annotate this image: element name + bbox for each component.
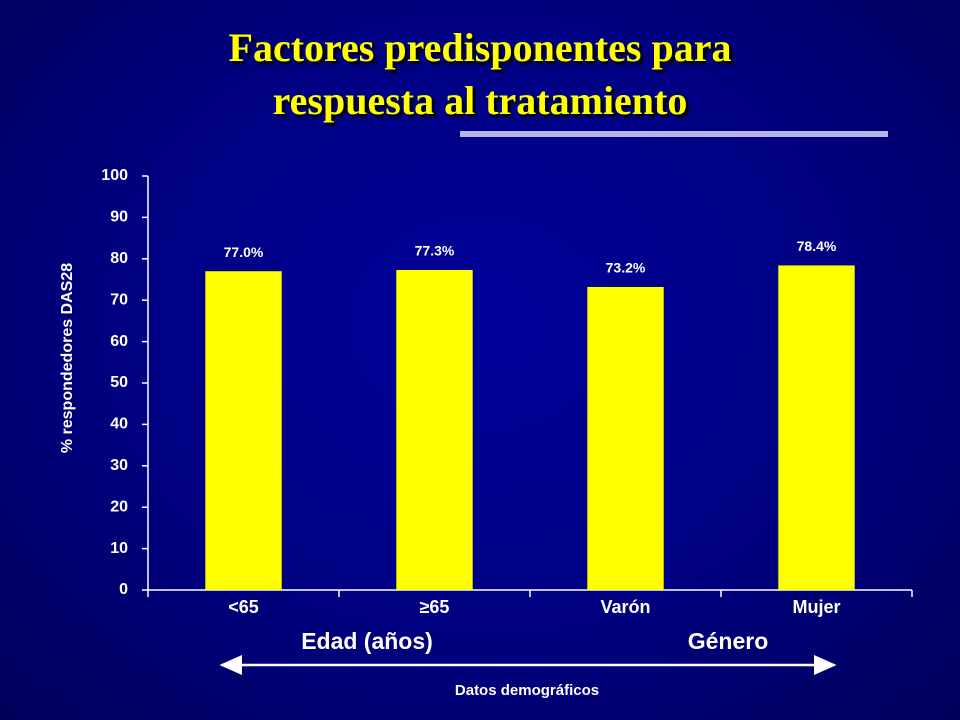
bar (205, 271, 282, 590)
group-label: Edad (años) (301, 628, 433, 654)
y-tick-label: 90 (110, 209, 128, 226)
title-underline (460, 131, 888, 137)
x-tick-label: Mujer (792, 597, 840, 617)
bar (778, 265, 855, 590)
y-tick-label: 0 (119, 581, 128, 598)
x-tick-label: <65 (228, 597, 259, 617)
bar (396, 269, 473, 590)
bar (587, 286, 664, 590)
x-tick-label: Varón (600, 597, 650, 617)
y-tick-label: 40 (110, 416, 128, 433)
value-label: 73.2% (606, 260, 646, 276)
y-tick-label: 100 (101, 167, 128, 184)
chart-title: respuesta al tratamiento (273, 78, 688, 123)
y-axis-label: % respondedores DAS28 (59, 263, 76, 453)
value-label: 77.3% (415, 243, 455, 259)
y-tick-label: 50 (110, 374, 128, 391)
value-label: 78.4% (797, 238, 837, 254)
y-tick-label: 30 (110, 457, 128, 474)
y-tick-label: 10 (110, 540, 128, 557)
y-tick-label: 80 (110, 250, 128, 267)
chart-title: Factores predisponentes para (229, 25, 732, 70)
y-tick-label: 20 (110, 498, 128, 515)
value-label: 77.0% (224, 244, 264, 260)
y-tick-label: 70 (110, 291, 128, 308)
x-tick-label: ≥65 (420, 597, 450, 617)
annotation: Datos demográficos (455, 682, 599, 699)
y-tick-label: 60 (110, 333, 128, 350)
group-label: Género (688, 628, 769, 654)
